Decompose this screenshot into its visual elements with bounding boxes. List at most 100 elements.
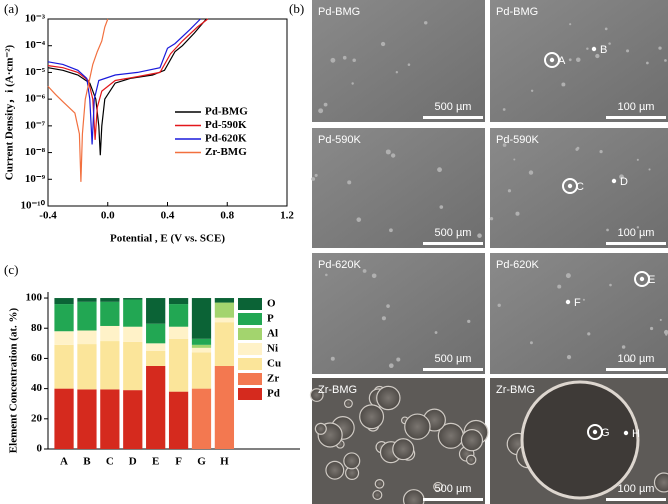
pit [374,478,385,489]
x-tick-label: E [152,456,159,468]
particle [557,284,562,289]
bar-segment [146,323,166,344]
sem-label: Pd-590K [318,134,361,146]
sem-label: Pd-620K [496,259,539,271]
sem-image: Pd-620K 100 µm E F [490,253,668,374]
particle [599,150,603,154]
legend-label: Zr [267,373,279,385]
particle [659,318,662,322]
legend-label: Cu [267,358,281,370]
curve [47,18,109,182]
y-tick-label: 10⁻¹⁰ [20,200,45,212]
particle [352,58,356,62]
y-tick-label: 80 [31,322,43,334]
sem-image: Pd-BMG 100 µm A B [490,0,668,122]
x-tick-label: B [83,456,91,468]
particle [586,47,589,50]
particle [386,304,390,308]
bar-segment [146,350,166,366]
marker-dot [592,429,598,435]
sem-label: Pd-620K [318,259,361,271]
particle [575,147,579,151]
particle [565,273,571,279]
particle [663,329,668,335]
bar-segment [168,304,189,327]
y-tick-label: 10⁻⁷ [25,119,46,131]
pit-ring [562,178,578,194]
particle [648,168,651,171]
x-tick-label: A [60,456,68,468]
bar-segment [100,301,120,326]
bar-segment [54,298,74,305]
particle [381,316,386,321]
pit [460,429,484,452]
scale-bar [606,498,666,501]
legend-label: Ni [267,343,278,355]
pit [404,413,431,440]
panel-label: (a) [4,1,18,16]
curve [47,18,207,156]
particle [314,173,318,177]
pit [325,460,345,480]
y-tick-label: 10⁻³ [25,13,46,25]
bar-segment [146,365,166,449]
particle [649,326,654,331]
scale-bar [606,116,666,119]
bar-segment [77,330,97,345]
bar-segment [168,298,189,305]
particle [423,21,428,25]
scale-bar-label: 500 µm [435,483,472,495]
bar-segment [191,352,212,389]
sem-image: Pd-620K 500 µm [312,253,485,374]
legend-label: Al [267,328,278,340]
bar-segment [168,391,189,449]
marker-label: C [576,181,584,193]
particle [477,233,482,238]
particle [566,355,572,360]
bar-segment [191,344,212,348]
legend-label: Pd-BMG [205,106,248,118]
bar-segment [100,341,120,390]
marker-label: E [648,274,655,286]
scale-bar-label: 100 µm [618,227,655,239]
bar-segment [77,344,97,390]
y-tick-label: 40 [31,382,43,394]
y-tick-label: 10⁻⁶ [25,93,46,105]
bar-segment [191,338,212,345]
sem-image: Zr-BMG 500 µm [309,378,489,504]
bar-segment [123,326,143,342]
x-tick-label: 0.4 [161,210,175,222]
bar-segment [100,325,120,342]
pit-ring [544,52,560,68]
bar-segment [54,304,74,332]
scale-bar [423,116,483,119]
scale-bar-label: 500 µm [435,227,472,239]
particle [407,63,411,66]
particle [568,58,572,62]
marker-dot [565,299,571,305]
y-tick-label: 0 [37,443,43,455]
marker-dot [591,46,597,52]
sem-image: Pd-590K 100 µm C D [489,128,668,248]
pit [466,454,477,466]
particle [325,273,328,277]
bar-segment [100,389,120,449]
pit [309,388,324,402]
pit [392,438,415,461]
scale-bar [606,242,666,245]
scale-bar-label: 100 µm [618,101,655,113]
legend-swatch [238,298,262,310]
particle [569,23,572,26]
particle [311,177,316,181]
pit [359,404,385,430]
bar-segment [168,338,189,392]
particle [396,357,401,362]
scale-bar-label: 500 µm [435,353,472,365]
legend-label: Pd [267,388,280,400]
sem-background [312,128,485,248]
bar-segment [54,388,74,449]
particle [595,53,600,59]
marker-label: F [574,297,581,309]
particle [489,216,494,221]
